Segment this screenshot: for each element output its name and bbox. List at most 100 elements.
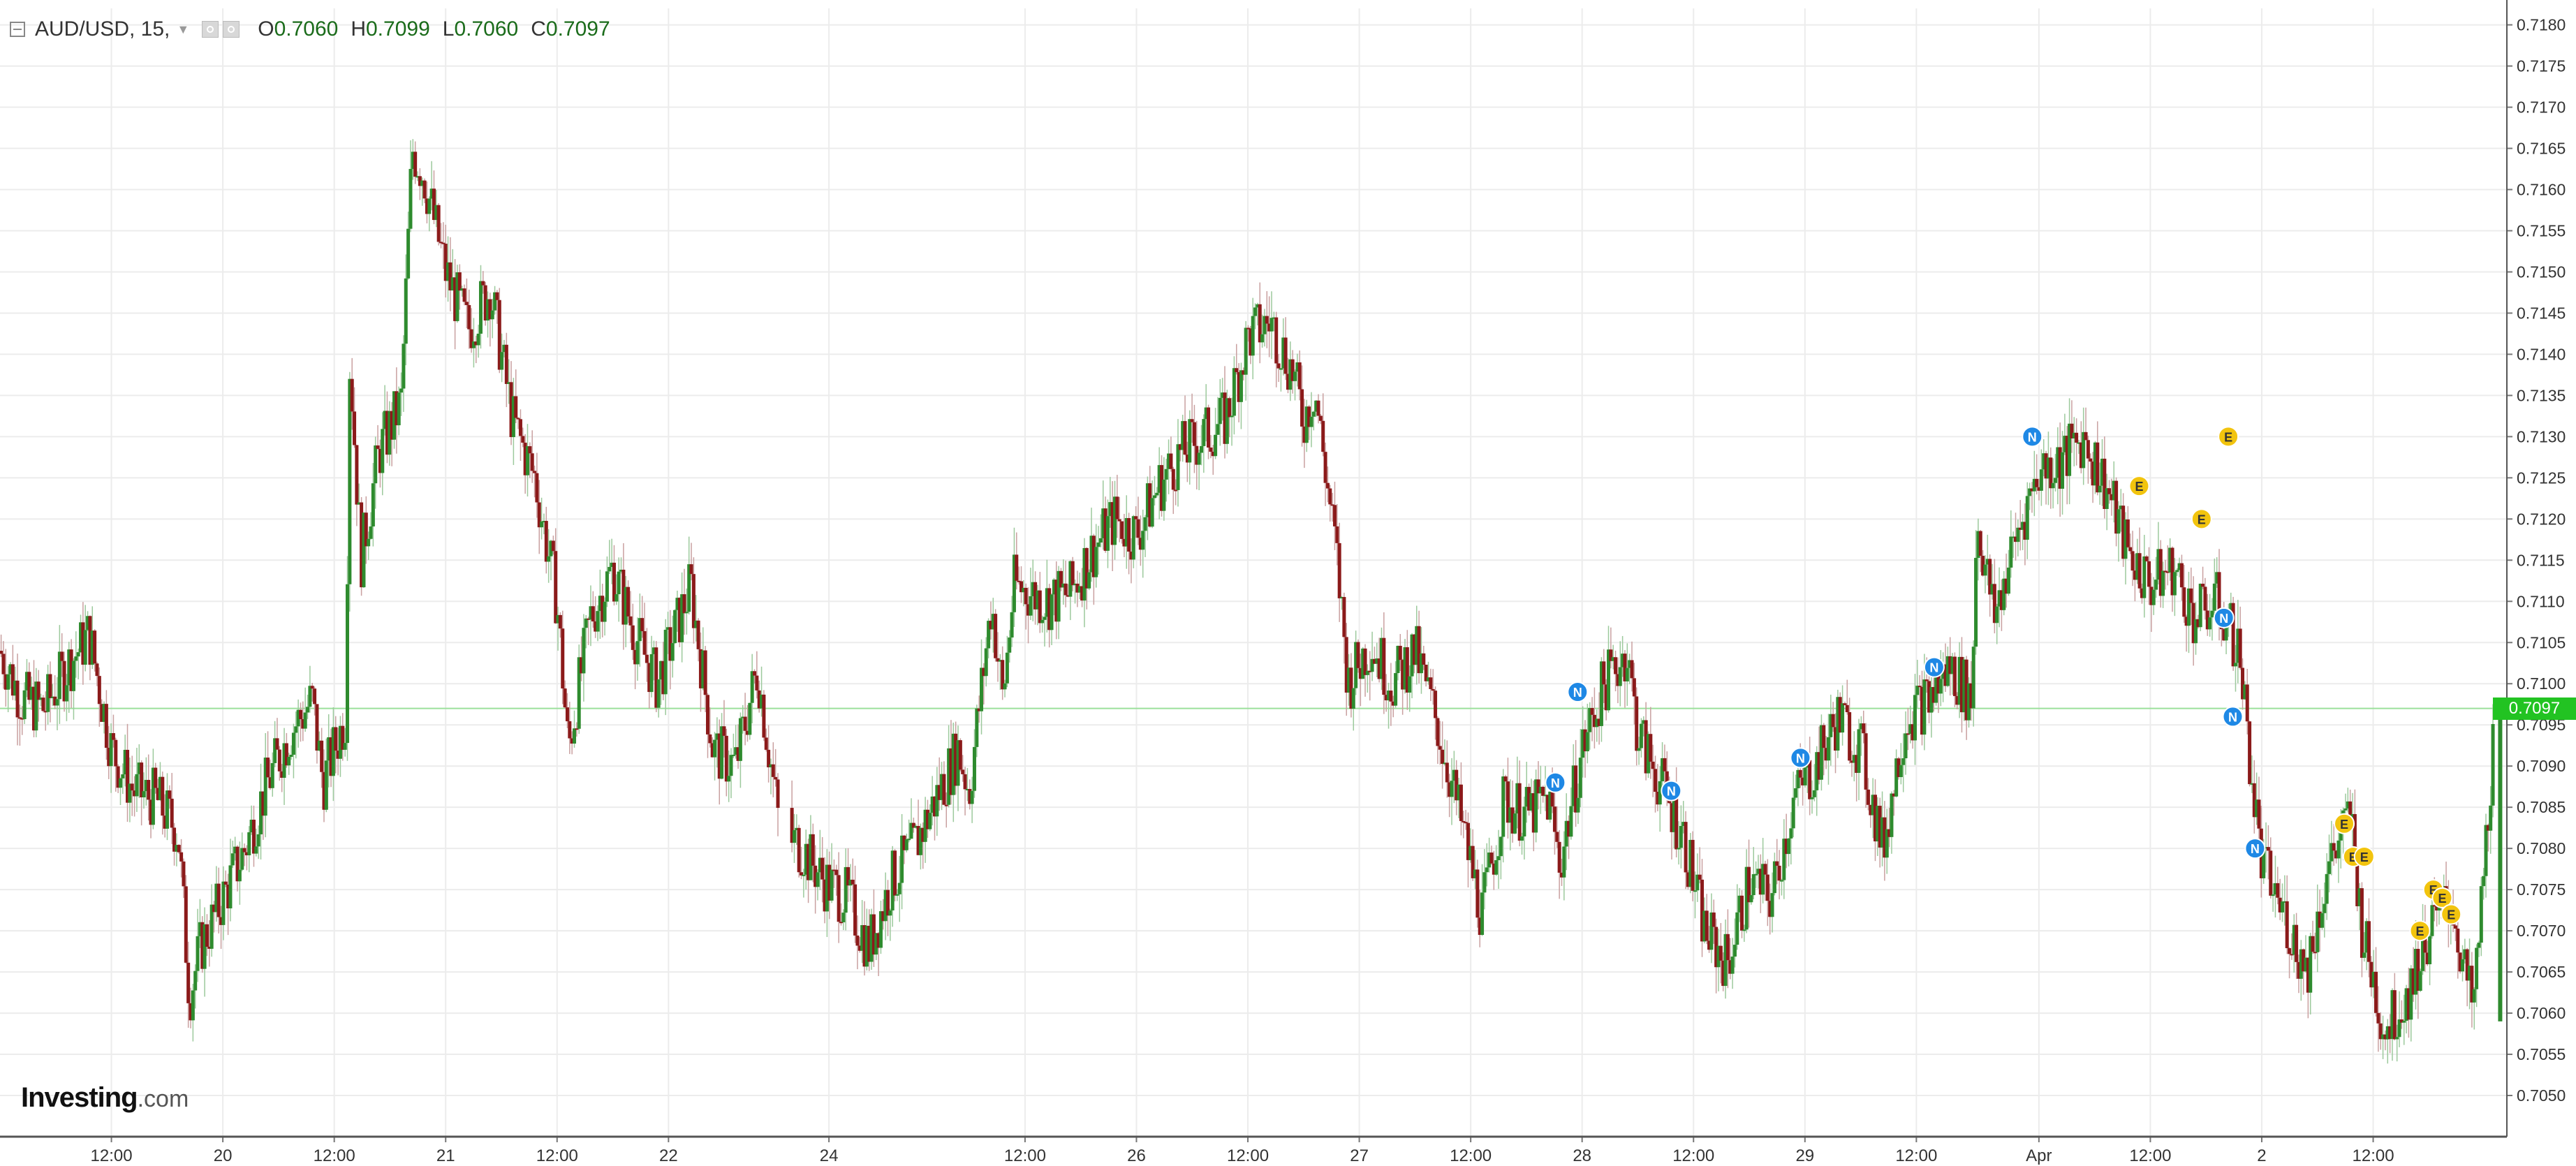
candle-body bbox=[1897, 758, 1901, 777]
candle-body bbox=[1038, 590, 1042, 623]
candle-body bbox=[1375, 658, 1379, 664]
candle-body bbox=[1337, 543, 1341, 598]
news-event-marker[interactable]: N bbox=[2244, 838, 2266, 859]
candle-body bbox=[1716, 945, 1721, 968]
candle-body bbox=[1230, 415, 1234, 418]
candle-body bbox=[2248, 721, 2252, 785]
candle-body bbox=[658, 661, 663, 680]
candle-body bbox=[2156, 549, 2161, 580]
candle-body bbox=[1295, 362, 1300, 372]
news-event-marker[interactable]: N bbox=[2222, 706, 2244, 728]
candle-body bbox=[2353, 813, 2357, 853]
candle-body bbox=[1368, 670, 1372, 672]
economic-event-marker[interactable]: E bbox=[2191, 508, 2212, 530]
candle-body bbox=[1698, 874, 1702, 880]
candle-body bbox=[612, 562, 616, 602]
candle-body bbox=[165, 790, 169, 829]
candle-body bbox=[71, 661, 75, 691]
candle-body bbox=[1555, 832, 1559, 842]
candle-body bbox=[2068, 423, 2072, 476]
candle-body bbox=[130, 783, 134, 791]
candle-body bbox=[2425, 952, 2429, 965]
candle-body bbox=[582, 628, 586, 674]
candle-body bbox=[1590, 708, 1594, 715]
candle-body bbox=[460, 288, 464, 291]
economic-event-marker[interactable]: E bbox=[2218, 426, 2239, 448]
candle-body bbox=[1349, 667, 1353, 709]
candle-body bbox=[50, 696, 54, 698]
candle-body bbox=[1218, 397, 1222, 425]
x-tick-label: 12:00 bbox=[1450, 1146, 1492, 1165]
news-event-marker[interactable]: N bbox=[1567, 681, 1589, 703]
candle-body bbox=[1480, 892, 1485, 936]
news-event-marker[interactable]: N bbox=[2213, 607, 2235, 628]
candle-body bbox=[1602, 661, 1606, 685]
candle-body bbox=[565, 707, 569, 722]
candle-body bbox=[1848, 712, 1852, 761]
news-event-marker[interactable]: N bbox=[1923, 656, 1945, 678]
candle-body bbox=[2456, 929, 2460, 953]
x-tick-label: Apr bbox=[2026, 1146, 2052, 1165]
candle-body bbox=[1223, 392, 1227, 444]
candle-body bbox=[2416, 949, 2420, 991]
candle-body bbox=[1394, 673, 1398, 706]
candle-body bbox=[369, 526, 373, 539]
news-event-marker[interactable]: N bbox=[1790, 747, 1811, 769]
candle-body bbox=[2288, 948, 2292, 954]
symbol-label[interactable]: AUD/USD, 15, bbox=[35, 17, 170, 40]
candle-body bbox=[214, 883, 219, 913]
candle-body bbox=[893, 850, 897, 896]
news-event-marker[interactable]: N bbox=[1661, 780, 1682, 802]
candle-body bbox=[1595, 718, 1599, 728]
candle-body bbox=[848, 879, 853, 886]
candle-body bbox=[481, 281, 485, 286]
candle-body bbox=[36, 681, 41, 700]
candle-body bbox=[1651, 761, 1655, 769]
economic-event-marker[interactable]: E bbox=[2431, 887, 2453, 908]
news-event-marker[interactable]: N bbox=[1545, 772, 1566, 793]
candle-body bbox=[409, 168, 413, 229]
x-tick-label: 26 bbox=[1127, 1146, 1146, 1165]
candle-body bbox=[425, 198, 429, 214]
economic-event-marker[interactable]: E bbox=[2409, 920, 2431, 942]
candle-body bbox=[184, 886, 188, 963]
news-event-marker[interactable]: N bbox=[2022, 426, 2043, 448]
candle-body bbox=[724, 735, 728, 782]
event-letter: N bbox=[1551, 776, 1560, 790]
eye-icon[interactable] bbox=[223, 21, 240, 38]
candle-body bbox=[1728, 960, 1732, 974]
economic-event-marker[interactable]: E bbox=[2441, 903, 2462, 925]
economic-event-marker[interactable]: E bbox=[2334, 813, 2355, 834]
candle-body bbox=[1890, 793, 1894, 837]
candle-body bbox=[890, 850, 895, 910]
candle-body bbox=[663, 629, 668, 695]
candle-body bbox=[1019, 581, 1023, 593]
candle-body bbox=[907, 839, 911, 841]
candle-body bbox=[1332, 505, 1337, 526]
chevron-down-icon[interactable]: ▼ bbox=[177, 22, 190, 36]
economic-event-marker[interactable]: E bbox=[2128, 475, 2150, 497]
candle-body bbox=[385, 411, 389, 455]
gear-icon[interactable] bbox=[202, 21, 219, 38]
candle-body bbox=[0, 651, 3, 654]
candle-body bbox=[1494, 859, 1499, 875]
candle-body bbox=[547, 556, 551, 562]
candle-body bbox=[355, 445, 359, 505]
candle-body bbox=[390, 411, 394, 440]
event-letter: E bbox=[2224, 430, 2232, 444]
candle-body bbox=[1272, 317, 1276, 319]
candle-body bbox=[376, 445, 380, 449]
candle-body bbox=[2376, 1012, 2380, 1024]
candle-body bbox=[975, 708, 979, 747]
event-letter: N bbox=[2219, 612, 2228, 626]
candle-body bbox=[1094, 547, 1098, 577]
candle-body bbox=[2046, 457, 2050, 479]
candle-body bbox=[1763, 864, 1767, 875]
economic-event-marker[interactable]: E bbox=[2353, 846, 2375, 867]
collapse-icon[interactable] bbox=[10, 22, 25, 37]
candle-body bbox=[20, 718, 24, 720]
candle-body bbox=[1274, 317, 1279, 364]
candle-body bbox=[1054, 580, 1059, 622]
